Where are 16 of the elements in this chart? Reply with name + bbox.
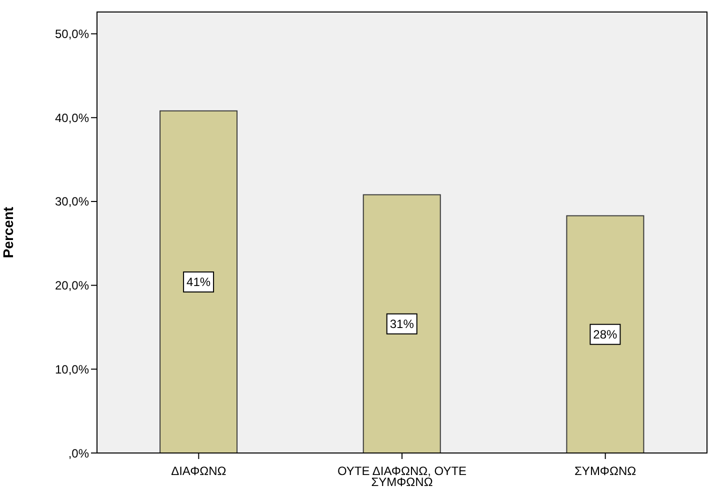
bar: [362, 194, 441, 453]
y-tick-label: 20,0%: [54, 278, 90, 293]
bar: [160, 110, 238, 453]
y-tick-label: 40,0%: [54, 110, 90, 125]
x-tick-label: ΔΙΑΦΩΝΩ: [171, 464, 226, 478]
y-tick-label: 10,0%: [54, 362, 90, 376]
data-label: 41%: [186, 274, 211, 289]
y-tick-label: 30,0%: [54, 194, 90, 209]
y-tick-label: 50,0%: [54, 27, 90, 42]
y-tick-label: ,0%: [68, 446, 90, 460]
x-tick-label: ΣΥΜΦΩΝΩ: [574, 464, 636, 478]
data-label: 31%: [390, 316, 414, 331]
data-label: 28%: [593, 327, 618, 342]
y-axis-title: Percent: [0, 206, 16, 258]
x-tick-label: ΟΥΤΕ ΔΙΑΦΩΝΩ, ΟΥΤΕ ΣΥΜΦΩΝΩ: [337, 464, 467, 489]
bar: [566, 215, 644, 453]
